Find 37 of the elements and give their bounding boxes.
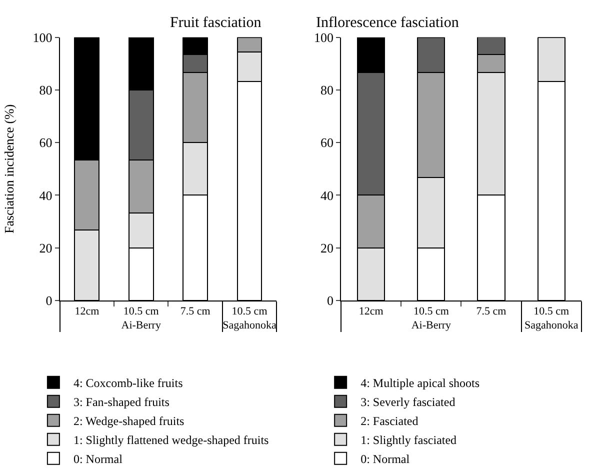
text: Sagahonoka — [524, 320, 578, 332]
text: Ai-Berry — [121, 320, 162, 332]
y-tick-label: 100 — [32, 30, 52, 45]
y-tick-label: 40 — [39, 188, 52, 203]
legend-label: 2: Wedge-shaped fruits — [73, 414, 185, 428]
x-tick-label: 12cm — [74, 306, 100, 318]
y-tick-label: 20 — [320, 240, 334, 256]
y-tick-label: 80 — [39, 82, 52, 98]
x-tick-label: 12cm — [358, 306, 384, 318]
y-tick-label: 80 — [320, 82, 334, 98]
y-tick-label: 60 — [320, 135, 334, 150]
legend-label: 3: Fan-shaped fruits — [73, 395, 170, 410]
x-tick-label: 10.5 cm — [123, 306, 160, 318]
chart-title: Inflorescence fasciation — [316, 15, 460, 31]
y-tick-label: 60 — [39, 135, 52, 150]
x-tick-label: 10.5 cm — [534, 306, 570, 318]
legend-label: 1: Slightly fasciated — [360, 433, 457, 448]
legend-label: 1: Slightly flattened wedge-shaped fruits — [73, 433, 270, 448]
x-tick-label: 7.5 cm — [180, 306, 211, 318]
x-tick-label: 10.5 cm — [413, 306, 450, 318]
legend-label: 4: Multiple apical shoots — [360, 376, 480, 390]
text: Sagahonoka — [222, 320, 277, 332]
y-axis-title: Fasciation incidence (%) — [2, 104, 17, 234]
legend-label: 3: Severly fasciated — [360, 395, 456, 410]
chart-title: Fruit fasciation — [170, 15, 262, 31]
legend-label: 2: Fasciated — [360, 414, 418, 428]
y-tick-label: 0 — [326, 293, 334, 308]
y-tick-label: 0 — [46, 293, 52, 308]
y-tick-label: 100 — [314, 30, 334, 45]
text: Ai-Berry — [411, 320, 452, 332]
legend-label: 0: Normal — [73, 452, 124, 466]
x-tick-label: 7.5 cm — [476, 306, 507, 318]
legend-label: 0: Normal — [360, 452, 410, 466]
x-tick-label: 10.5 cm — [232, 306, 268, 318]
y-tick-label: 20 — [39, 240, 52, 256]
y-tick-label: 40 — [320, 188, 334, 203]
legend-label: 4: Coxcomb-like fruits — [73, 376, 184, 390]
